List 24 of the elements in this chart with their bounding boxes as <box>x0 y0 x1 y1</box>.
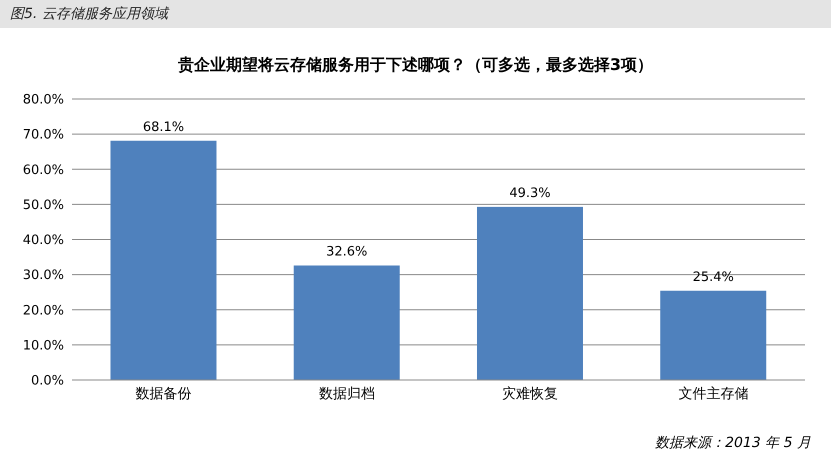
x-tick-label: 数据归档 <box>318 386 375 402</box>
x-tick-label: 文件主存储 <box>678 386 748 402</box>
y-tick-label: 0.0% <box>30 374 64 389</box>
bar <box>110 140 216 380</box>
y-tick-label: 60.0% <box>22 162 64 178</box>
x-tick-label: 数据备份 <box>136 386 192 402</box>
chart-subtitle: 贵企业期望将云存储服务用于下述哪项？（可多选，最多选择3项） <box>176 55 654 76</box>
bar <box>476 206 583 380</box>
data-label: 49.3% <box>509 186 551 201</box>
chart-title: 图5. 云存储服务应用领域 <box>0 0 831 28</box>
y-tick-label: 20.0% <box>22 303 64 318</box>
bar <box>294 265 400 380</box>
y-tick-label: 10.0% <box>22 338 64 354</box>
x-tick-label: 灾难恢复 <box>502 386 558 402</box>
y-tick-label: 50.0% <box>22 198 64 213</box>
data-label: 68.1% <box>142 120 184 135</box>
y-tick-label: 70.0% <box>22 128 64 143</box>
data-label: 32.6% <box>326 244 368 260</box>
bar <box>660 290 766 380</box>
y-tick-label: 40.0% <box>22 233 64 248</box>
y-tick-label: 80.0% <box>22 92 64 108</box>
data-label: 25.4% <box>692 270 734 285</box>
y-tick-label: 30.0% <box>22 268 64 284</box>
source-note: 数据来源：2013 年 5 月 <box>655 434 811 452</box>
